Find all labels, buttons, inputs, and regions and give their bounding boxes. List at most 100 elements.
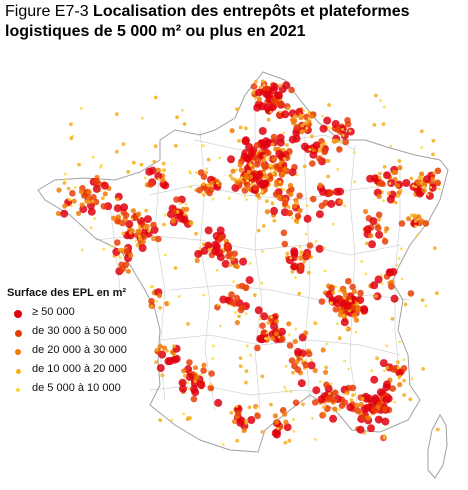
- warehouse-dot: [262, 137, 271, 146]
- warehouse-dot: [421, 367, 426, 371]
- legend-item-label: de 30 000 à 50 000: [32, 325, 127, 337]
- warehouse-dot: [370, 375, 379, 384]
- warehouse-dot: [235, 107, 240, 111]
- warehouse-dot: [204, 187, 211, 194]
- warehouse-dot: [429, 186, 432, 189]
- warehouse-dot: [130, 208, 136, 214]
- warehouse-dot: [388, 182, 392, 185]
- warehouse-dot: [318, 298, 326, 305]
- warehouse-dot: [62, 203, 68, 209]
- warehouse-dot: [288, 191, 294, 197]
- warehouse-dot: [298, 263, 305, 271]
- warehouse-dot: [79, 202, 85, 208]
- warehouse-dot: [410, 213, 414, 218]
- warehouse-dot: [371, 406, 378, 413]
- warehouse-dot: [113, 204, 122, 213]
- warehouse-dot: [258, 335, 267, 344]
- warehouse-dot: [204, 241, 213, 250]
- warehouse-dot: [254, 306, 263, 315]
- warehouse-dot: [279, 336, 286, 343]
- warehouse-dot: [79, 107, 83, 110]
- warehouse-dot: [273, 331, 280, 337]
- warehouse-dot: [182, 122, 187, 126]
- warehouse-dot: [238, 356, 243, 360]
- warehouse-dot: [125, 220, 134, 229]
- warehouse-dot: [380, 273, 383, 277]
- warehouse-dot: [331, 120, 340, 128]
- warehouse-dot: [140, 239, 146, 245]
- warehouse-dot: [214, 398, 223, 407]
- warehouse-dot: [305, 126, 309, 130]
- warehouse-dot: [296, 257, 300, 261]
- warehouse-dot: [337, 336, 342, 340]
- warehouse-dot: [276, 138, 285, 147]
- warehouse-dot: [276, 195, 282, 201]
- warehouse-dot: [190, 395, 198, 403]
- warehouse-dot: [349, 384, 357, 392]
- warehouse-dot: [267, 157, 270, 161]
- warehouse-dot: [256, 96, 263, 102]
- warehouse-dot: [292, 134, 301, 143]
- warehouse-dot: [322, 199, 330, 207]
- warehouse-dot: [221, 443, 225, 446]
- warehouse-dot: [264, 337, 267, 340]
- warehouse-dot: [161, 169, 165, 173]
- warehouse-dot: [328, 284, 335, 292]
- warehouse-dot: [162, 222, 166, 227]
- warehouse-dot: [195, 171, 198, 175]
- warehouse-dot: [147, 181, 154, 188]
- warehouse-dot: [228, 196, 231, 200]
- warehouse-dot: [201, 182, 206, 187]
- warehouse-dot: [398, 188, 403, 193]
- warehouse-dot: [416, 214, 422, 220]
- warehouse-dot: [231, 250, 238, 257]
- map-legend: Surface des EPL en m² ≥ 50 000 de 30 000…: [7, 287, 167, 401]
- warehouse-dot: [299, 129, 305, 135]
- warehouse-dot: [86, 189, 92, 195]
- legend-item-10000-20000: de 10 000 à 20 000: [7, 363, 167, 382]
- warehouse-dot: [158, 306, 163, 310]
- warehouse-dot: [138, 237, 143, 241]
- warehouse-dot: [308, 148, 312, 151]
- warehouse-dot: [270, 315, 273, 319]
- warehouse-dot: [332, 406, 338, 412]
- warehouse-dot: [292, 203, 298, 209]
- warehouse-dot: [258, 85, 263, 90]
- warehouse-dot: [119, 265, 126, 273]
- warehouse-dot: [422, 185, 426, 189]
- warehouse-dot: [344, 117, 351, 124]
- warehouse-dot: [276, 427, 280, 431]
- warehouse-dot: [415, 234, 419, 237]
- warehouse-dot: [237, 177, 242, 182]
- warehouse-dot: [312, 141, 321, 150]
- warehouse-dot: [147, 229, 151, 233]
- warehouse-dot: [245, 344, 249, 348]
- warehouse-dot: [340, 318, 349, 327]
- warehouse-dot: [425, 191, 434, 200]
- legend-dot-icon: [14, 310, 22, 318]
- warehouse-dot: [153, 144, 158, 149]
- warehouse-dot: [349, 398, 354, 402]
- warehouse-dot: [78, 189, 84, 195]
- warehouse-dot: [368, 240, 376, 249]
- warehouse-dot: [184, 206, 190, 212]
- warehouse-dot: [375, 230, 384, 239]
- warehouse-dot: [329, 382, 333, 386]
- warehouse-dot: [400, 277, 404, 281]
- warehouse-dot: [252, 184, 260, 191]
- warehouse-dot: [181, 368, 187, 374]
- warehouse-dot: [156, 293, 163, 299]
- warehouse-dot: [397, 382, 403, 388]
- warehouse-dot: [102, 191, 108, 197]
- warehouse-dot: [287, 182, 294, 189]
- warehouse-dot: [356, 425, 365, 434]
- warehouse-dot: [321, 412, 327, 418]
- warehouse-dot: [144, 208, 149, 213]
- warehouse-dot: [232, 280, 236, 283]
- warehouse-dot: [211, 240, 220, 249]
- warehouse-dot: [227, 155, 235, 164]
- warehouse-dot: [139, 162, 144, 167]
- warehouse-dot: [115, 214, 121, 220]
- warehouse-dot: [388, 283, 395, 290]
